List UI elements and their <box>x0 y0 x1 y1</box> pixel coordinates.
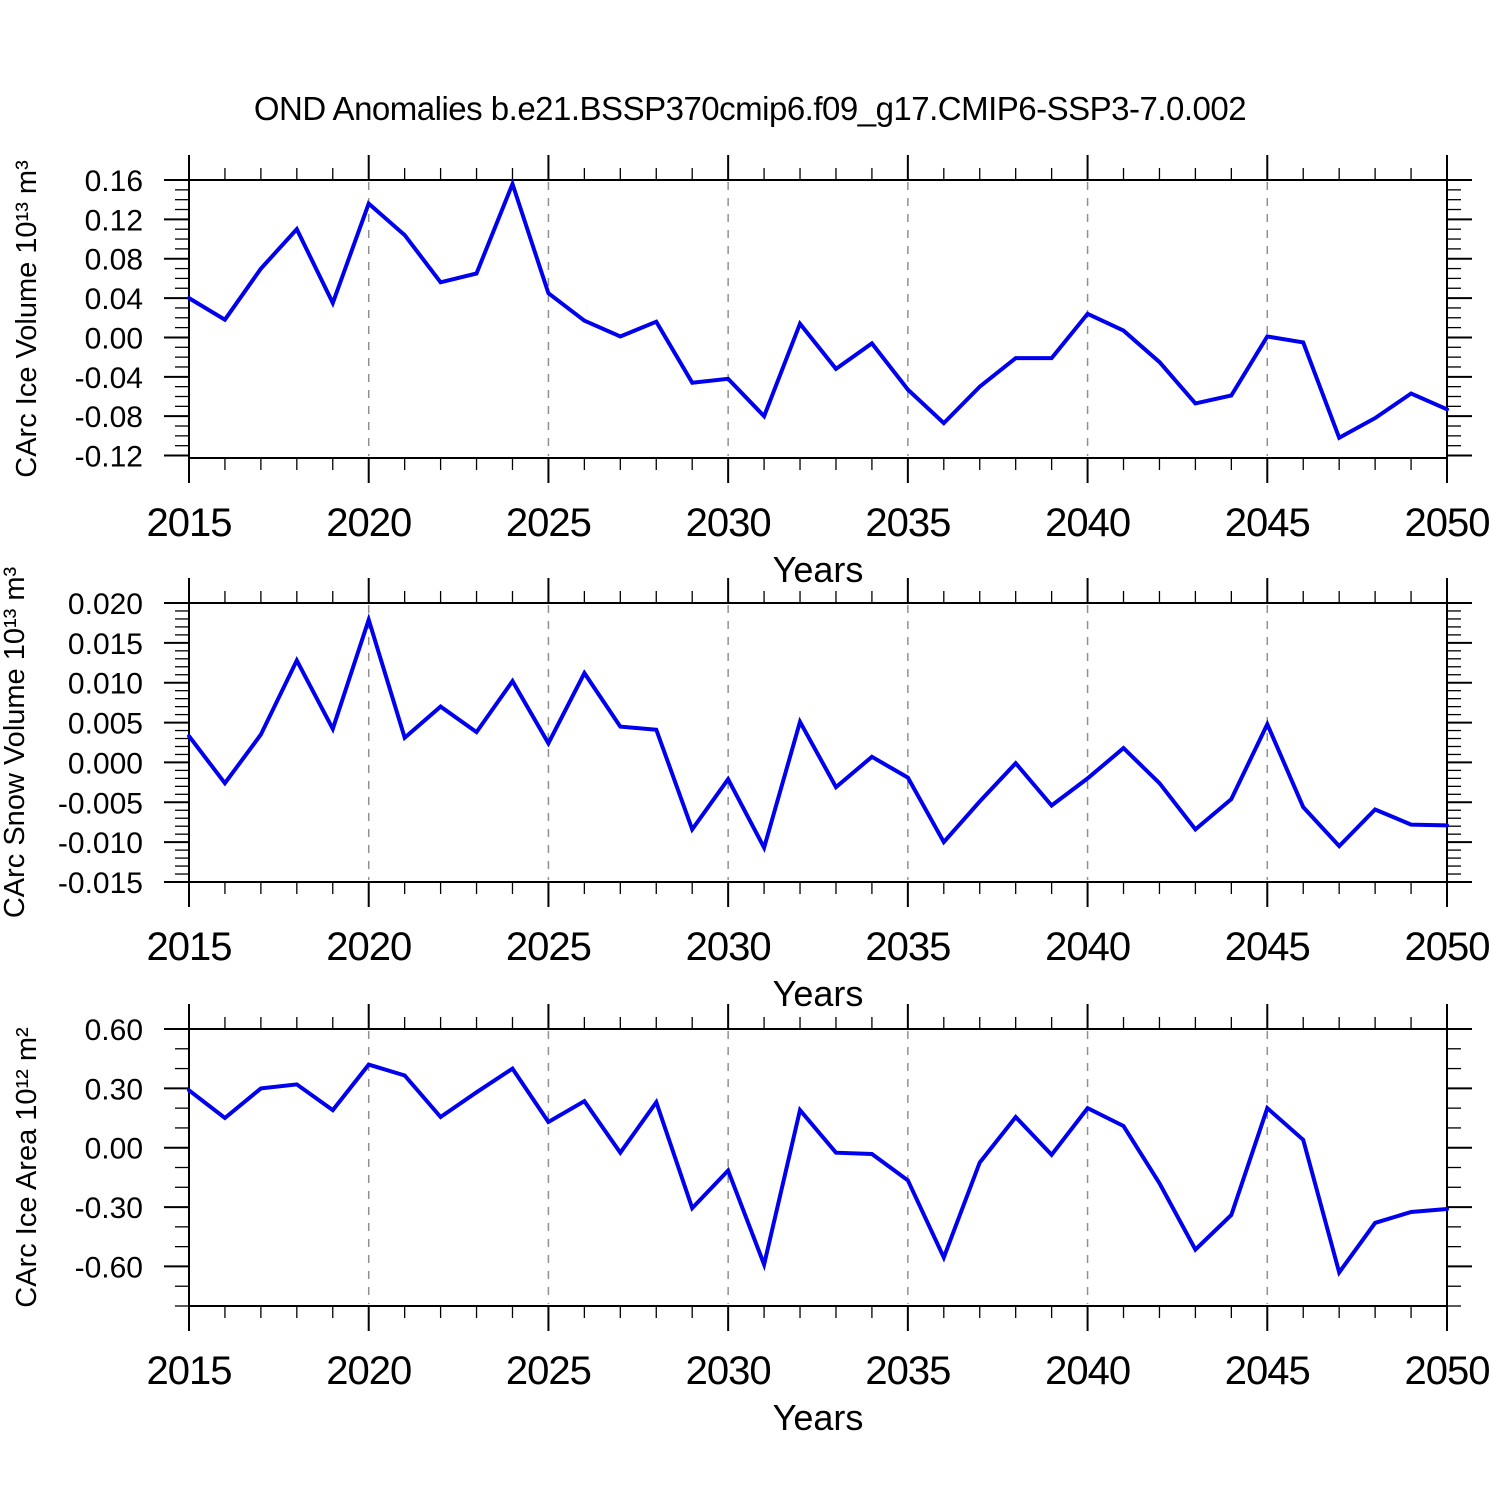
x-tick-label: 2015 <box>147 501 232 545</box>
x-tick-label: 2015 <box>147 1349 232 1393</box>
panels-group: 2015 2020 2025 2030 2035 2040 2045 2050 Years 0.1… <box>0 155 1490 1438</box>
y-tick-label: 0.00 <box>85 1133 143 1166</box>
y-tick-label: 0.60 <box>85 1014 143 1047</box>
x-tick-label: 2020 <box>326 925 411 969</box>
x-tick-label: 2030 <box>686 501 771 545</box>
x-tick-label: 2045 <box>1225 1349 1310 1393</box>
panel-1: 2015 2020 2025 2030 2035 2040 2045 2050 Years 0.1… <box>11 155 1490 590</box>
x-tick-label: 2015 <box>147 925 232 969</box>
y-tick-label: 0.015 <box>68 628 143 661</box>
y-tick-label: 0.005 <box>68 708 143 741</box>
y-tick-label: -0.005 <box>58 787 143 820</box>
panel-2: 2015 2020 2025 2030 2035 2040 2045 2050 Years 0.0… <box>0 566 1490 1014</box>
x-axis-title: Years <box>773 549 864 590</box>
x-tick-label: 2045 <box>1225 925 1310 969</box>
y-tick-label: -0.08 <box>75 401 143 434</box>
y-tick-label: 0.020 <box>68 588 143 621</box>
data-line-series <box>187 1062 1449 1277</box>
x-tick-label: 2030 <box>686 1349 771 1393</box>
y-tick-label: 0.12 <box>85 204 143 237</box>
x-axis-title: Years <box>773 1397 864 1438</box>
panel-3: 2015 2020 2025 2030 2035 2040 2045 2050 Years 0.6… <box>11 1004 1490 1438</box>
x-tick-label: 2040 <box>1045 501 1130 545</box>
x-tick-label: 2020 <box>326 1349 411 1393</box>
y-tick-label: 0.16 <box>85 165 143 198</box>
y-tick-label: -0.04 <box>75 362 143 395</box>
plot-frame <box>188 179 1448 459</box>
y-tick-label: 0.000 <box>68 747 143 780</box>
y-axis-title: CArc Ice Volume 10¹³ m³ <box>11 160 43 478</box>
x-tick-label: 2050 <box>1405 925 1490 969</box>
y-tick-label: -0.60 <box>75 1251 143 1284</box>
data-line-series <box>187 178 1449 441</box>
x-tick-label: 2025 <box>506 925 591 969</box>
x-tick-label: 2045 <box>1225 501 1310 545</box>
x-tick-label: 2050 <box>1405 1349 1490 1393</box>
x-tick-label: 2050 <box>1405 501 1490 545</box>
y-tick-label: 0.30 <box>85 1073 143 1106</box>
x-axis-title: Years <box>773 973 864 1014</box>
x-tick-label: 2030 <box>686 925 771 969</box>
y-tick-label: -0.30 <box>75 1192 143 1225</box>
y-tick-label: -0.12 <box>75 441 143 474</box>
x-tick-label: 2040 <box>1045 1349 1130 1393</box>
x-tick-label: 2020 <box>326 501 411 545</box>
y-tick-label: 0.00 <box>85 322 143 355</box>
y-tick-label: 0.010 <box>68 668 143 701</box>
plot-frame <box>188 602 1448 883</box>
y-axis-title: CArc Ice Area 10¹² m² <box>11 1027 43 1308</box>
y-tick-label: -0.010 <box>58 827 143 860</box>
y-tick-label: 0.04 <box>85 283 143 316</box>
y-tick-label: -0.015 <box>58 867 143 900</box>
y-axis-title: CArc Snow Volume 10¹³ m³ <box>0 566 31 918</box>
plot-frame <box>188 1028 1448 1307</box>
x-tick-label: 2035 <box>865 925 950 969</box>
data-line-series <box>187 613 1449 854</box>
x-tick-label: 2025 <box>506 501 591 545</box>
y-tick-label: 0.08 <box>85 244 143 277</box>
x-tick-label: 2035 <box>865 501 950 545</box>
x-tick-label: 2035 <box>865 1349 950 1393</box>
x-tick-label: 2040 <box>1045 925 1130 969</box>
x-tick-label: 2025 <box>506 1349 591 1393</box>
figure-title: OND Anomalies b.e21.BSSP370cmip6.f09_g17… <box>254 90 1246 127</box>
